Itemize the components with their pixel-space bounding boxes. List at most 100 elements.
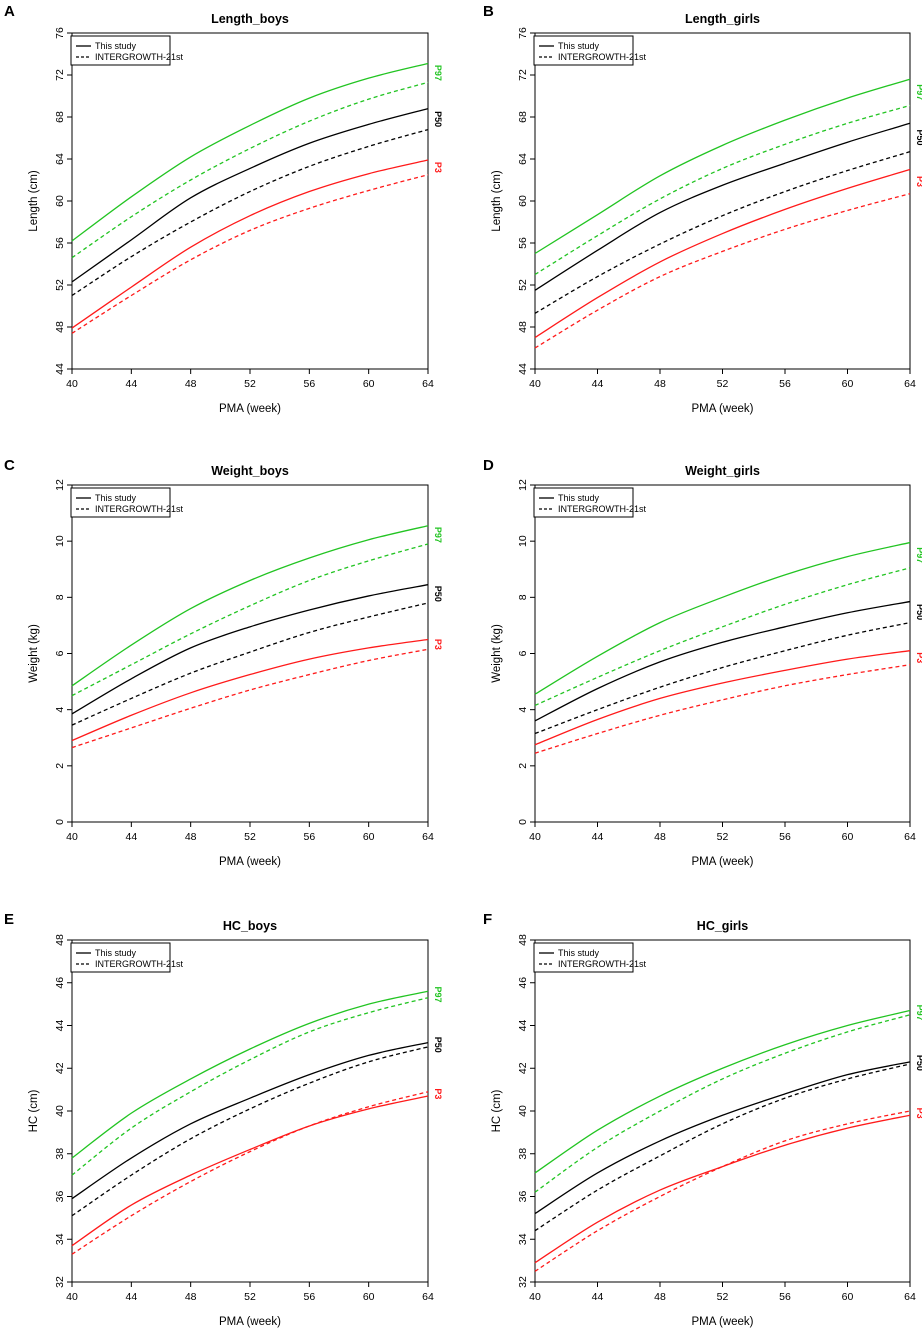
percentile-label-p3: P3: [915, 652, 922, 663]
x-axis-label: PMA (week): [692, 856, 754, 868]
y-tick-label: 10: [517, 535, 529, 547]
x-tick-label: 48: [185, 378, 197, 390]
series-line-p97-intergrowth: [534, 104, 911, 276]
y-tick-label: 48: [517, 321, 529, 333]
y-tick-label: 40: [517, 1105, 529, 1117]
legend-label-intergrowth: INTERGROWTH-21st: [95, 504, 184, 514]
percentile-label-p97: P97: [915, 1005, 922, 1021]
chart-title: Length_boys: [211, 12, 289, 26]
y-tick-label: 48: [54, 321, 66, 333]
chart-panel-hc-girls: F HC_girls 40 44 48 52 56 60 64 32 34 36 38 40 42 44 46 4…: [483, 911, 922, 1328]
x-tick-label: 52: [717, 831, 729, 843]
series-line-p50-this-study: [71, 584, 429, 715]
series-line-p97-intergrowth: [71, 81, 429, 259]
y-tick-label: 36: [54, 1191, 66, 1203]
y-tick-label: 42: [517, 1062, 529, 1074]
plot-frame: [71, 939, 429, 1283]
y-tick-label: 76: [517, 27, 529, 39]
x-tick-label: 40: [66, 1291, 78, 1303]
y-tick-label: 10: [54, 535, 66, 547]
x-tick-label: 56: [303, 1291, 315, 1303]
x-tick-label: 56: [779, 831, 791, 843]
y-tick-label: 42: [54, 1062, 66, 1074]
percentile-label-p50: P50: [915, 1055, 922, 1071]
x-tick-label: 60: [363, 1291, 375, 1303]
series-line-p50-this-study: [71, 107, 429, 283]
panel-letter: E: [4, 911, 14, 928]
x-tick-label: 40: [529, 378, 541, 390]
panel-letter: D: [483, 457, 494, 474]
x-tick-label: 64: [422, 1291, 434, 1303]
y-tick-label: 44: [517, 1020, 529, 1032]
x-tick-label: 60: [842, 1291, 854, 1303]
legend-box: [533, 487, 634, 518]
series-line-p97-intergrowth: [534, 567, 911, 707]
series-line-p50-this-study: [71, 1041, 429, 1200]
y-tick-label: 0: [54, 819, 66, 825]
y-tick-label: 8: [54, 594, 66, 600]
y-tick-label: 4: [517, 707, 529, 713]
percentile-label-p50: P50: [433, 586, 443, 602]
x-tick-label: 60: [363, 831, 375, 843]
legend-box: [70, 942, 171, 973]
plot-frame: [534, 32, 911, 370]
legend-label-intergrowth: INTERGROWTH-21st: [558, 52, 647, 62]
legend-label-this-study: This study: [95, 493, 137, 503]
y-tick-label: 6: [54, 650, 66, 656]
series-line-p3-intergrowth: [534, 193, 911, 349]
y-tick-label: 32: [54, 1276, 66, 1288]
legend-label-intergrowth: INTERGROWTH-21st: [558, 959, 647, 969]
series-line-p97-this-study: [534, 78, 911, 255]
panel-letter: C: [4, 457, 15, 474]
x-tick-label: 44: [592, 831, 604, 843]
y-tick-label: 72: [54, 69, 66, 81]
y-tick-label: 40: [54, 1105, 66, 1117]
y-axis-label: Weight (kg): [491, 624, 503, 683]
y-tick-label: 68: [517, 111, 529, 123]
y-tick-label: 44: [517, 363, 529, 375]
series-line-p3-this-study: [71, 638, 429, 742]
series-line-p50-intergrowth: [534, 621, 911, 735]
y-tick-label: 46: [54, 977, 66, 989]
y-tick-label: 60: [54, 195, 66, 207]
legend-label-this-study: This study: [95, 948, 137, 958]
panel-letter: B: [483, 3, 494, 20]
chart-title: Length_girls: [685, 12, 760, 26]
y-tick-label: 2: [517, 763, 529, 769]
series-line-p50-this-study: [534, 1061, 911, 1215]
y-tick-label: 32: [517, 1276, 529, 1288]
y-axis-label: Length (cm): [28, 170, 40, 232]
chart-title: HC_girls: [697, 919, 748, 933]
y-tick-label: 2: [54, 763, 66, 769]
chart-title: HC_boys: [223, 919, 277, 933]
legend-label-this-study: This study: [558, 41, 600, 51]
x-tick-label: 56: [779, 378, 791, 390]
x-tick-label: 40: [66, 831, 78, 843]
x-tick-label: 60: [842, 378, 854, 390]
series-line-p97-this-study: [534, 541, 911, 695]
percentile-label-p97: P97: [915, 547, 922, 563]
x-tick-label: 56: [779, 1291, 791, 1303]
percentile-label-p50: P50: [433, 1037, 443, 1053]
series-line-p3-this-study: [534, 650, 911, 746]
legend-box: [70, 35, 171, 66]
y-tick-label: 38: [54, 1148, 66, 1160]
x-tick-label: 44: [125, 1291, 137, 1303]
plot-frame: [71, 484, 429, 823]
percentile-label-p3: P3: [915, 176, 922, 187]
y-axis-label: Length (cm): [491, 170, 503, 232]
x-tick-label: 48: [654, 1291, 666, 1303]
legend-label-intergrowth: INTERGROWTH-21st: [558, 504, 647, 514]
x-tick-label: 52: [717, 1291, 729, 1303]
series-line-p97-intergrowth: [71, 543, 429, 697]
series-line-p3-this-study: [534, 168, 911, 339]
percentile-label-p50: P50: [915, 604, 922, 620]
series-line-p3-intergrowth: [71, 648, 429, 749]
y-axis-label: HC (cm): [491, 1089, 503, 1132]
x-tick-label: 64: [422, 378, 434, 390]
x-tick-label: 40: [66, 378, 78, 390]
chart-title: Weight_boys: [211, 464, 289, 478]
percentile-label-p50: P50: [915, 129, 922, 145]
y-tick-label: 48: [54, 934, 66, 946]
